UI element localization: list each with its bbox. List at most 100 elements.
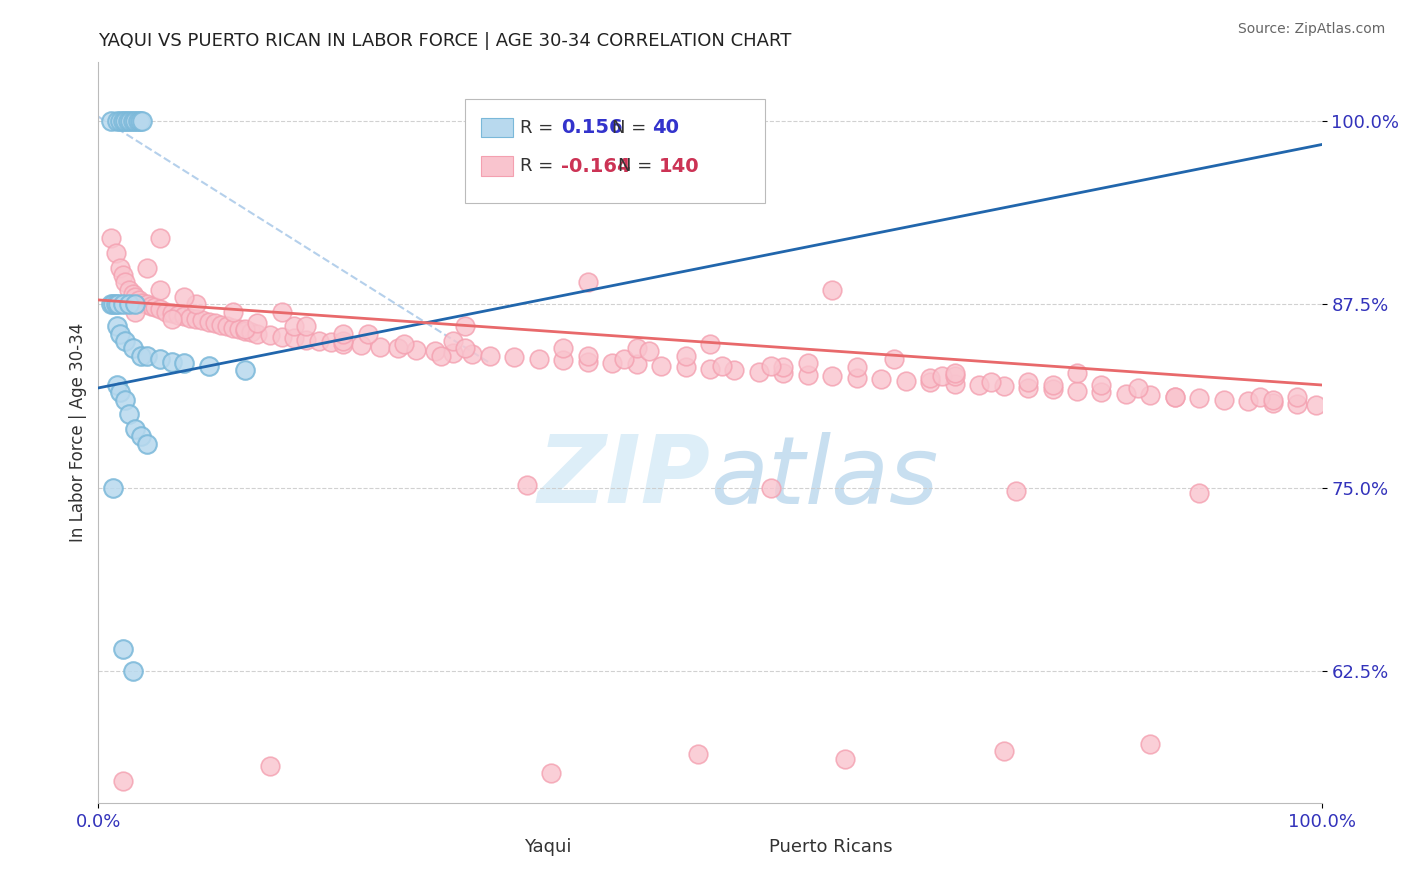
Point bbox=[259, 328, 281, 343]
Text: R =: R = bbox=[520, 119, 560, 136]
Point bbox=[136, 349, 159, 363]
Text: atlas: atlas bbox=[710, 432, 938, 523]
Point bbox=[100, 114, 122, 128]
Point bbox=[332, 326, 354, 341]
Point bbox=[1017, 375, 1039, 389]
Point bbox=[1004, 483, 1026, 498]
Point bbox=[332, 337, 354, 351]
Point bbox=[107, 297, 129, 311]
Point bbox=[686, 747, 709, 762]
Point bbox=[920, 375, 942, 389]
Point bbox=[553, 341, 575, 355]
Point bbox=[246, 317, 269, 331]
Point bbox=[105, 378, 128, 392]
Point bbox=[117, 114, 139, 128]
Point bbox=[118, 283, 141, 297]
Point bbox=[259, 759, 281, 773]
Point bbox=[1212, 392, 1234, 407]
Point bbox=[104, 297, 127, 311]
Text: 0.156: 0.156 bbox=[561, 118, 623, 137]
Point bbox=[675, 349, 697, 363]
Point bbox=[1042, 383, 1064, 397]
Point bbox=[204, 317, 226, 331]
Text: Yaqui: Yaqui bbox=[524, 838, 572, 856]
Point bbox=[129, 429, 152, 443]
Point bbox=[441, 334, 464, 348]
Point bbox=[233, 324, 256, 338]
Y-axis label: In Labor Force | Age 30-34: In Labor Force | Age 30-34 bbox=[69, 323, 87, 542]
Point bbox=[387, 341, 409, 355]
Point bbox=[460, 347, 482, 361]
Point bbox=[576, 354, 599, 368]
Point bbox=[1090, 385, 1112, 400]
Point bbox=[233, 363, 256, 377]
Point bbox=[441, 345, 464, 359]
Point bbox=[270, 329, 294, 343]
Text: N =: N = bbox=[619, 157, 658, 175]
FancyBboxPatch shape bbox=[489, 838, 519, 857]
Point bbox=[173, 356, 195, 370]
Point bbox=[143, 300, 166, 314]
Point bbox=[233, 322, 256, 336]
Point bbox=[1164, 390, 1187, 404]
Point bbox=[197, 315, 219, 329]
Point bbox=[270, 304, 294, 318]
Point bbox=[454, 319, 477, 334]
Point bbox=[332, 334, 354, 348]
Point bbox=[110, 385, 132, 400]
Point bbox=[111, 641, 134, 656]
Text: N =: N = bbox=[612, 119, 652, 136]
Point bbox=[1066, 366, 1088, 380]
Point bbox=[173, 309, 195, 323]
Point bbox=[136, 436, 159, 450]
Point bbox=[1237, 394, 1260, 409]
Point bbox=[1066, 384, 1088, 398]
Point bbox=[1164, 390, 1187, 404]
Point bbox=[139, 299, 162, 313]
Point bbox=[110, 260, 132, 275]
Point bbox=[160, 354, 183, 368]
Point bbox=[114, 334, 136, 348]
Point bbox=[1286, 397, 1309, 411]
Point bbox=[797, 368, 820, 382]
Point bbox=[149, 283, 172, 297]
Point bbox=[105, 319, 128, 334]
Point bbox=[699, 362, 721, 376]
Point bbox=[186, 312, 208, 326]
Point bbox=[797, 356, 820, 370]
Point bbox=[111, 297, 134, 311]
Point bbox=[118, 407, 141, 421]
Point bbox=[650, 359, 672, 373]
Point bbox=[540, 766, 562, 780]
Point bbox=[1261, 395, 1284, 409]
Point bbox=[124, 290, 146, 304]
Point bbox=[454, 341, 477, 355]
FancyBboxPatch shape bbox=[734, 838, 763, 857]
Point bbox=[240, 325, 263, 339]
Text: R =: R = bbox=[520, 157, 560, 175]
Point bbox=[931, 369, 953, 384]
Point bbox=[295, 333, 318, 347]
Point bbox=[356, 326, 378, 341]
Point bbox=[308, 334, 330, 348]
Point bbox=[110, 114, 132, 128]
Point bbox=[834, 752, 856, 766]
Point bbox=[111, 114, 134, 128]
Point bbox=[1017, 381, 1039, 395]
Point bbox=[423, 344, 446, 359]
Point bbox=[136, 260, 159, 275]
Point bbox=[1115, 386, 1137, 401]
Point bbox=[121, 287, 143, 301]
Point bbox=[613, 351, 636, 366]
Point bbox=[118, 297, 141, 311]
Point bbox=[121, 664, 143, 678]
Point bbox=[1139, 388, 1161, 402]
Point bbox=[515, 477, 537, 491]
Point bbox=[1042, 378, 1064, 392]
Point bbox=[368, 340, 391, 354]
Point bbox=[943, 366, 966, 380]
Point bbox=[993, 744, 1015, 758]
Point bbox=[576, 349, 599, 363]
Point bbox=[149, 231, 172, 245]
Point bbox=[761, 359, 783, 373]
